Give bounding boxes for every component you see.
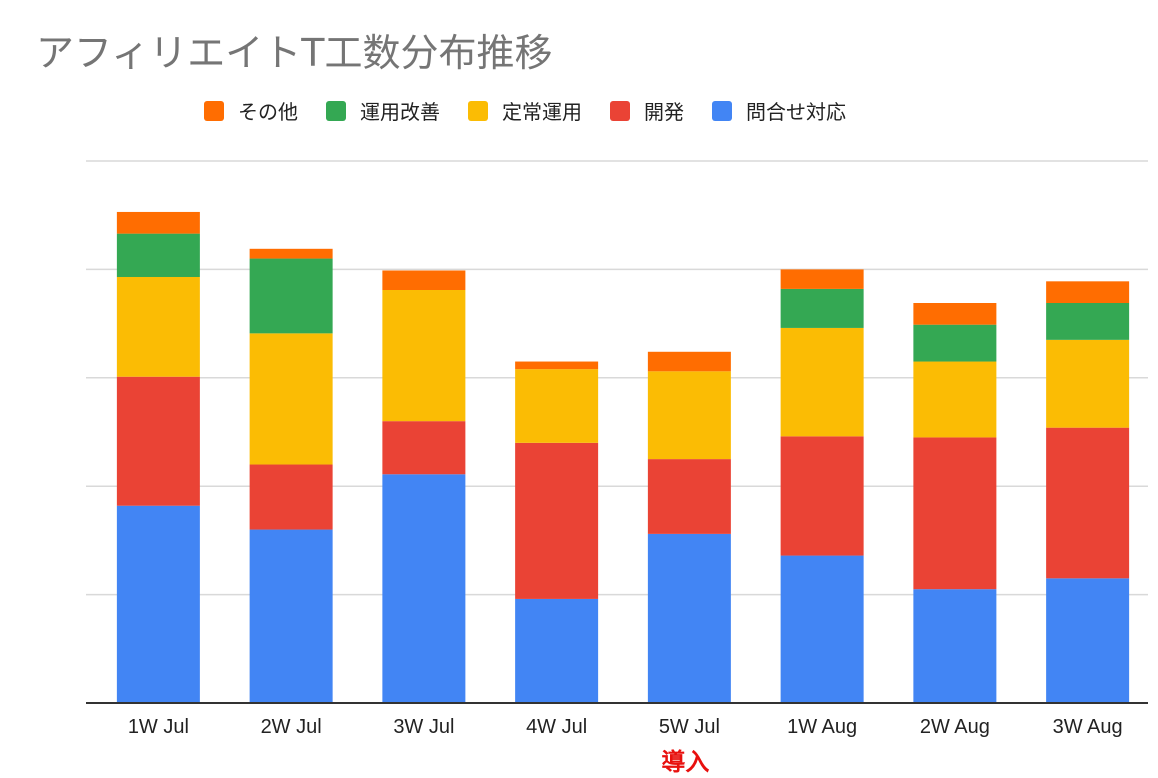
bar-segment — [780, 269, 864, 289]
bar-segment — [647, 371, 731, 460]
bar-segment — [913, 589, 997, 703]
bar-segment — [382, 289, 466, 422]
bar-segment — [116, 211, 200, 234]
bar-segment — [913, 303, 997, 325]
bar-segment — [249, 464, 333, 530]
bar-segment — [913, 361, 997, 438]
bar-segment — [249, 333, 333, 465]
legend-label: その他 — [238, 100, 298, 124]
legend-swatch — [326, 100, 346, 121]
bar-segment — [1046, 427, 1130, 579]
bar-segment — [515, 361, 599, 370]
legend-item: その他 — [204, 96, 298, 125]
bar-segment — [382, 421, 466, 475]
bar-segment — [249, 248, 333, 259]
x-tick-label: 1W Aug — [787, 716, 857, 738]
legend-swatch — [610, 100, 630, 121]
bar-segment — [780, 436, 864, 556]
bar-segment — [913, 324, 997, 362]
bar-segment — [515, 598, 599, 703]
bar-segment — [780, 288, 864, 328]
bar-segment — [780, 555, 864, 703]
bar-segment — [1046, 303, 1130, 340]
x-tick-label: 2W Aug — [920, 716, 990, 738]
legend-swatch — [468, 100, 488, 121]
bar-segment — [382, 270, 466, 290]
legend-item: 運用改善 — [326, 96, 440, 125]
legend-item: 問合せ対応 — [712, 96, 846, 125]
bar-segment — [913, 437, 997, 590]
bar-segment — [515, 442, 599, 599]
bar-segment — [1046, 339, 1130, 428]
legend-swatch — [712, 100, 732, 121]
legend-item: 定常運用 — [468, 96, 582, 125]
bar-segment — [647, 533, 731, 703]
legend-swatch — [204, 100, 224, 121]
bar-segment — [116, 276, 200, 377]
bar-segment — [780, 327, 864, 437]
bar-segment — [249, 529, 333, 703]
legend-label: 定常運用 — [502, 100, 582, 124]
x-tick-label: 2W Jul — [261, 716, 322, 738]
bar-segment — [647, 459, 731, 534]
x-tick-label: 1W Jul — [128, 716, 189, 738]
bar-segment — [116, 233, 200, 277]
annotation-label: 導入 — [661, 748, 709, 776]
x-tick-label: 3W Aug — [1053, 716, 1123, 738]
legend-label: 開発 — [644, 100, 684, 124]
legend: その他 運用改善 定常運用 開発 問合せ対応 — [204, 96, 874, 125]
legend-label: 問合せ対応 — [746, 100, 846, 124]
bar-segment — [1046, 281, 1130, 304]
bar-segment — [249, 258, 333, 334]
chart-title: アフィリエイトT工数分布推移 — [36, 31, 553, 75]
bar-segment — [382, 474, 466, 703]
x-tick-label: 5W Jul — [659, 716, 720, 738]
bar-segment — [647, 351, 731, 372]
bar-segment — [1046, 578, 1130, 703]
legend-label: 運用改善 — [360, 100, 440, 124]
x-tick-label: 3W Jul — [393, 716, 454, 738]
legend-item: 開発 — [610, 96, 684, 125]
bar-segment — [116, 505, 200, 703]
bar-segment — [515, 369, 599, 443]
x-tick-label: 4W Jul — [526, 716, 587, 738]
bar-segment — [116, 376, 200, 506]
